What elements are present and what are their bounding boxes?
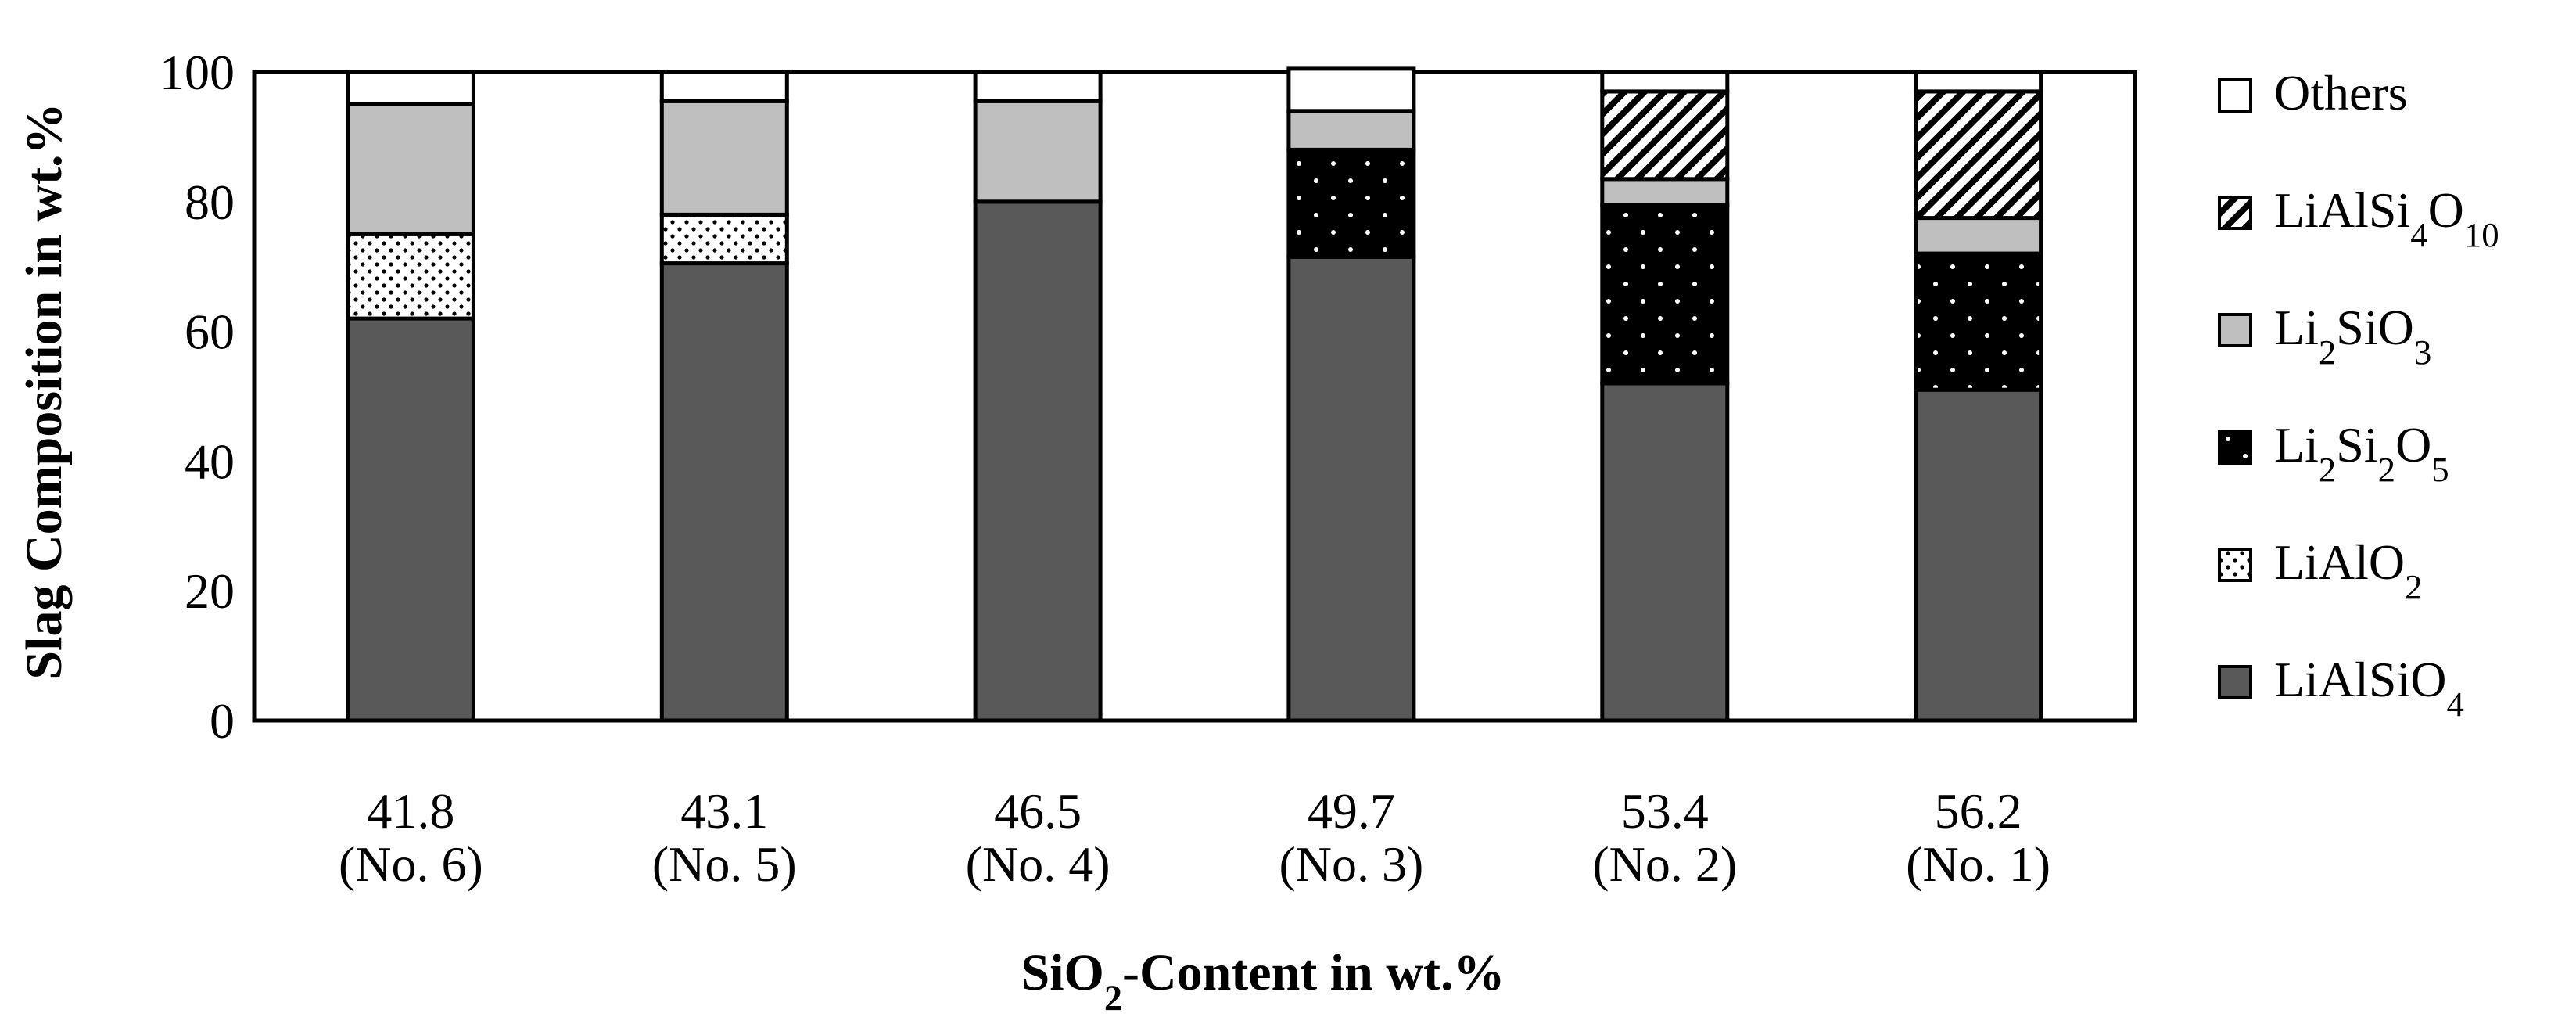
x-tick-sample-label: (No. 1): [1906, 836, 2050, 892]
subscript: 2: [2405, 567, 2422, 606]
subscript: 4: [2410, 215, 2427, 254]
bar-lialsio4-41-8: [346, 316, 475, 723]
legend-swatch-lialsi4o10: [2218, 196, 2252, 230]
x-tick-label: 56.2: [1935, 783, 2022, 839]
bar-li2sio3-53-4: [1600, 177, 1730, 207]
x-tick-label: 46.5: [994, 783, 1082, 839]
text-run: LiAlO: [2274, 534, 2405, 590]
bar-li2sio3-46-5: [973, 99, 1103, 204]
x-tick-label: 41.8: [367, 783, 454, 839]
bar-lialo2-43-1: [659, 212, 789, 266]
bar-others-56-2: [1914, 70, 2043, 94]
y-tick-label: 40: [185, 433, 235, 489]
x-axis-title: SiO2-Content in wt.%: [1021, 944, 1505, 1018]
x-tick-sample-label: (No. 4): [966, 836, 1110, 892]
subscript: 4: [2446, 685, 2463, 724]
text-run: -Content in wt.%: [1122, 944, 1505, 1001]
x-tick-sample-label: (No. 2): [1592, 836, 1737, 892]
bar-lialsio4-43-1: [659, 261, 789, 723]
y-tick-label: 80: [185, 174, 235, 230]
text-run: SiO: [1021, 944, 1104, 1001]
subscript: 2: [1104, 978, 1122, 1018]
bar-lialsio4-46-5: [973, 199, 1103, 723]
legend: OthersLiAlSi4O10Li2SiO3Li2Si2O5LiAlO2LiA…: [2218, 65, 2499, 724]
bar-lialsi4o10-53-4: [1600, 89, 1730, 182]
bar-lialo2-41-8: [346, 232, 475, 321]
bar-li2sio3-56-2: [1914, 216, 2043, 256]
legend-label-lialo2: LiAlO2: [2274, 534, 2423, 606]
plot-area: [252, 70, 2137, 723]
bar-li2sio3-49-7: [1286, 109, 1416, 152]
text-run: Others: [2274, 65, 2408, 120]
legend-label-li2sio3: Li2SiO3: [2274, 300, 2431, 372]
bar-others-43-1: [659, 70, 789, 103]
legend-swatch-li2sio3: [2218, 313, 2252, 347]
text-run: Li: [2274, 417, 2319, 473]
y-axis-ticks: 0 20 40 60 80 100: [160, 45, 235, 749]
bars-group: [346, 66, 2043, 723]
y-tick-label: 0: [210, 693, 235, 749]
x-tick-sample-label: (No. 3): [1279, 836, 1423, 892]
text-run: O: [2395, 417, 2431, 473]
text-run: O: [2428, 182, 2464, 238]
bar-li2si2o5-49-7: [1286, 148, 1416, 259]
legend-label-li2si2o5: Li2Si2O5: [2274, 417, 2449, 489]
legend-label-lialsi4o10: LiAlSi4O10: [2274, 182, 2499, 254]
x-axis-categories: 41.8(No. 6)43.1(No. 5)46.5(No. 4)49.7(No…: [339, 783, 2050, 892]
subscript: 3: [2414, 332, 2431, 372]
y-axis-title: Slag Composition in wt.%: [16, 102, 73, 679]
subscript: 2: [2319, 332, 2336, 372]
x-tick-sample-label: (No. 5): [652, 836, 797, 892]
bar-lialsio4-49-7: [1286, 254, 1416, 723]
subscript: 2: [2319, 450, 2336, 489]
bar-others-41-8: [346, 70, 475, 106]
legend-swatch-li2si2o5: [2218, 430, 2252, 465]
text-run: LiAlSiO: [2274, 652, 2446, 707]
bar-others-53-4: [1600, 70, 1730, 94]
bar-li2si2o5-53-4: [1600, 203, 1730, 386]
text-run: LiAlSi: [2274, 182, 2410, 238]
legend-swatch-others: [2218, 78, 2252, 113]
x-tick-label: 53.4: [1621, 783, 1709, 839]
bar-li2sio3-43-1: [659, 99, 789, 217]
bar-lialsio4-53-4: [1600, 381, 1730, 723]
x-tick-label: 43.1: [680, 783, 768, 839]
x-tick-label: 49.7: [1308, 783, 1395, 839]
y-tick-label: 100: [160, 45, 235, 100]
text-run: Si: [2336, 417, 2377, 473]
legend-label-lialsio4: LiAlSiO4: [2274, 652, 2464, 724]
bar-others-49-7: [1286, 66, 1416, 113]
bar-li2sio3-41-8: [346, 102, 475, 236]
bar-others-46-5: [973, 70, 1103, 103]
subscript: 2: [2378, 450, 2395, 489]
bar-li2si2o5-56-2: [1914, 251, 2043, 392]
y-tick-label: 60: [185, 304, 235, 360]
subscript: 5: [2431, 450, 2449, 489]
x-tick-sample-label: (No. 6): [339, 836, 483, 892]
bar-lialsio4-56-2: [1914, 387, 2043, 723]
text-run: Li: [2274, 300, 2319, 355]
legend-swatch-lialsio4: [2218, 665, 2252, 699]
subscript: 10: [2464, 215, 2499, 254]
legend-swatch-lialo2: [2218, 548, 2252, 582]
text-run: SiO: [2336, 300, 2414, 355]
legend-label-others: Others: [2274, 65, 2408, 120]
bar-lialsi4o10-56-2: [1914, 89, 2043, 221]
y-tick-label: 20: [185, 563, 235, 619]
